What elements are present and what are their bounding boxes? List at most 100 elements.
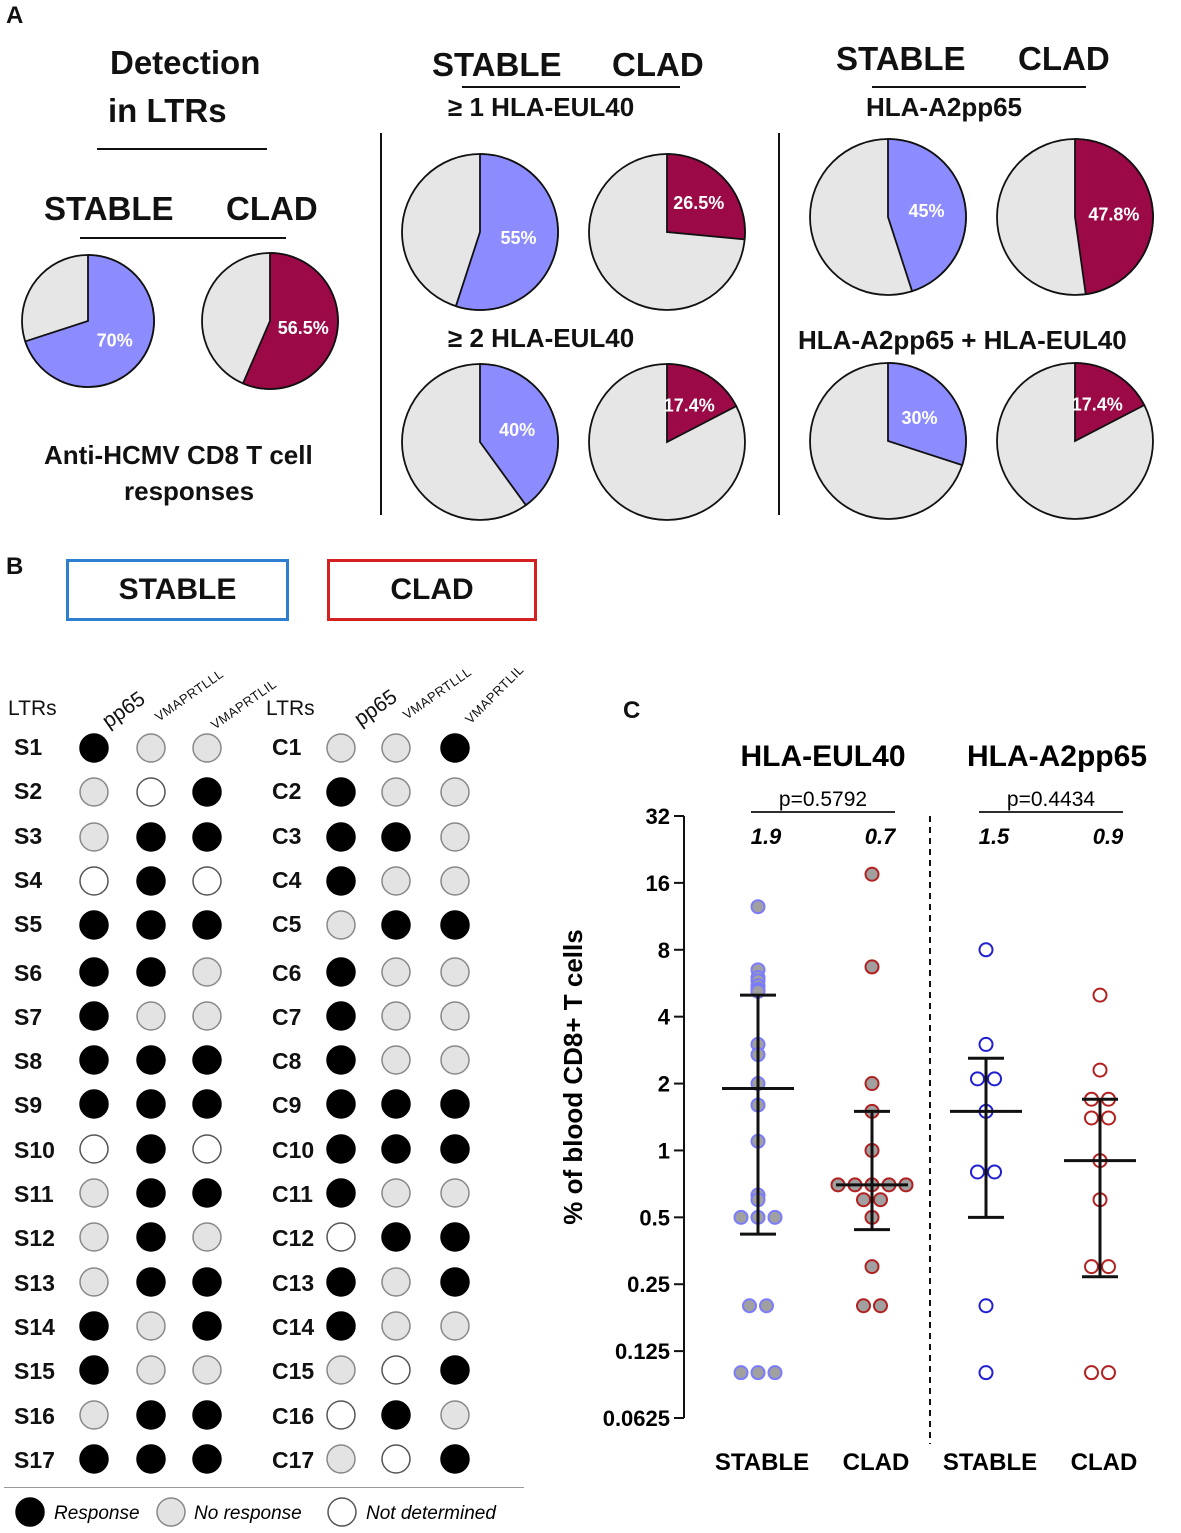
stable-S16-1-marker bbox=[79, 1399, 109, 1430]
stable-S14-1-marker bbox=[79, 1311, 109, 1341]
legend-response-text: Response bbox=[54, 1503, 140, 1524]
data-point bbox=[864, 1259, 880, 1275]
clad-C15-2-marker bbox=[381, 1355, 411, 1385]
pie-5-slice bbox=[479, 363, 559, 507]
data-point bbox=[978, 1036, 994, 1052]
clad-row-label: C7 bbox=[272, 1003, 302, 1030]
stable-S8-1-marker bbox=[79, 1045, 109, 1075]
y-tick-label: 2 bbox=[658, 1072, 670, 1097]
data-point bbox=[856, 1192, 871, 1208]
data-point bbox=[856, 1298, 871, 1314]
y-tick-label: 0.25 bbox=[627, 1272, 670, 1297]
data-point bbox=[1092, 1062, 1108, 1078]
pie-1-label: 70% bbox=[97, 330, 133, 350]
data-point bbox=[1101, 1110, 1116, 1126]
stable-row-label: S2 bbox=[14, 778, 43, 805]
clad-C2-3-marker bbox=[440, 777, 470, 808]
clad-row-label: C17 bbox=[272, 1446, 315, 1473]
stable-row-label: S8 bbox=[14, 1048, 43, 1075]
stable-S17-2-marker bbox=[136, 1444, 166, 1474]
clad-C15-1-marker bbox=[326, 1355, 356, 1385]
stable-S9-1-marker bbox=[79, 1089, 109, 1120]
clad-C9-1-marker bbox=[326, 1089, 356, 1120]
clad-C17-2-marker bbox=[381, 1444, 411, 1474]
clad-C14-1-marker bbox=[326, 1311, 356, 1341]
stable-row-label: S16 bbox=[14, 1402, 55, 1429]
median-value-label: 1.5 bbox=[979, 824, 1010, 849]
stable-S7-1-marker bbox=[79, 1001, 109, 1031]
data-point bbox=[978, 1298, 994, 1314]
clad-C17-3-marker bbox=[440, 1444, 470, 1474]
data-point bbox=[750, 1365, 766, 1381]
x-category-label: STABLE bbox=[943, 1449, 1037, 1476]
clad-C12-1-marker bbox=[326, 1222, 356, 1253]
clad-row-label: C15 bbox=[272, 1358, 315, 1385]
panel-a-letter: A bbox=[6, 2, 24, 29]
left-stable-label: STABLE bbox=[44, 190, 174, 227]
stable-S6-3-marker bbox=[192, 956, 222, 987]
y-tick-label: 32 bbox=[646, 804, 670, 829]
clad-C12-3-marker bbox=[440, 1222, 470, 1253]
stable-row-label: S9 bbox=[14, 1092, 43, 1119]
clad-col-vmaprtlil: VMAPRTLIL bbox=[462, 661, 527, 727]
clad-C3-2-marker bbox=[381, 821, 411, 852]
stable-row-label: S5 bbox=[14, 911, 43, 938]
data-point bbox=[864, 866, 880, 882]
pie-7-label: 45% bbox=[909, 201, 945, 221]
clad-C10-3-marker bbox=[440, 1133, 470, 1164]
clad-C11-1-marker bbox=[326, 1178, 356, 1208]
clad-C16-1-marker bbox=[326, 1399, 356, 1430]
y-tick-label: 16 bbox=[646, 871, 670, 896]
stable-S9-3-marker bbox=[192, 1089, 222, 1120]
stable-S5-2-marker bbox=[136, 910, 166, 940]
pie-1-slice bbox=[24, 254, 155, 388]
right-stable-label: STABLE bbox=[836, 40, 966, 77]
pie-5-label: 40% bbox=[499, 420, 535, 440]
clad-C16-3-marker bbox=[440, 1399, 470, 1430]
clad-C4-2-marker bbox=[381, 866, 411, 896]
data-point bbox=[987, 1071, 1002, 1087]
left-caption-line1: Anti-HCMV CD8 T cell bbox=[44, 440, 313, 470]
stable-S13-2-marker bbox=[136, 1266, 166, 1297]
stable-S1-3-marker bbox=[192, 733, 222, 763]
clad-C5-1-marker bbox=[326, 910, 356, 940]
legend-not-determined-text: Not determined bbox=[366, 1503, 497, 1524]
stable-row-label: S12 bbox=[14, 1225, 55, 1252]
data-point bbox=[978, 1365, 994, 1381]
stable-row-label: S7 bbox=[14, 1003, 43, 1030]
pie-6-slice bbox=[666, 363, 738, 444]
stable-S1-1-marker bbox=[79, 733, 109, 763]
pie-3-label: 55% bbox=[501, 228, 537, 248]
chart-title-right: HLA-A2pp65 bbox=[967, 740, 1147, 773]
clad-C7-1-marker bbox=[326, 1001, 356, 1031]
data-point bbox=[873, 1298, 888, 1314]
stable-S6-2-marker bbox=[136, 956, 166, 987]
pie-10-slice bbox=[1074, 362, 1146, 443]
pie-8-slice bbox=[1074, 138, 1154, 296]
data-point bbox=[864, 1076, 880, 1092]
clad-C4-3-marker bbox=[440, 866, 470, 896]
pie-6-label: 17.4% bbox=[664, 395, 715, 415]
stable-S5-3-marker bbox=[192, 910, 222, 940]
clad-header-box: CLAD bbox=[327, 559, 537, 621]
stable-row-label: S1 bbox=[14, 734, 43, 760]
eul40-1-label: ≥ 1 HLA-EUL40 bbox=[448, 92, 635, 122]
clad-C1-3-marker bbox=[440, 733, 470, 763]
clad-row-label: C14 bbox=[272, 1313, 315, 1340]
stable-S15-3-marker bbox=[192, 1355, 222, 1385]
stable-S11-1-marker bbox=[79, 1178, 109, 1208]
clad-C3-1-marker bbox=[326, 821, 356, 852]
x-category-label: CLAD bbox=[843, 1449, 910, 1476]
median-value-label: 0.7 bbox=[865, 824, 897, 849]
x-category-label: CLAD bbox=[1071, 1449, 1138, 1476]
stable-row-label: S6 bbox=[14, 959, 43, 986]
left-group-underline bbox=[80, 237, 286, 239]
stable-S3-3-marker bbox=[192, 821, 222, 852]
stable-S15-1-marker bbox=[79, 1355, 109, 1385]
left-caption-line2: responses bbox=[124, 476, 255, 506]
clad-ltrs-label: LTRs bbox=[266, 697, 315, 720]
stable-row-label: S13 bbox=[14, 1269, 55, 1296]
a2pp65-label: HLA-A2pp65 bbox=[866, 92, 1023, 122]
pie-9-label: 30% bbox=[902, 408, 938, 428]
p-value-label: p=0.5792 bbox=[779, 788, 867, 811]
